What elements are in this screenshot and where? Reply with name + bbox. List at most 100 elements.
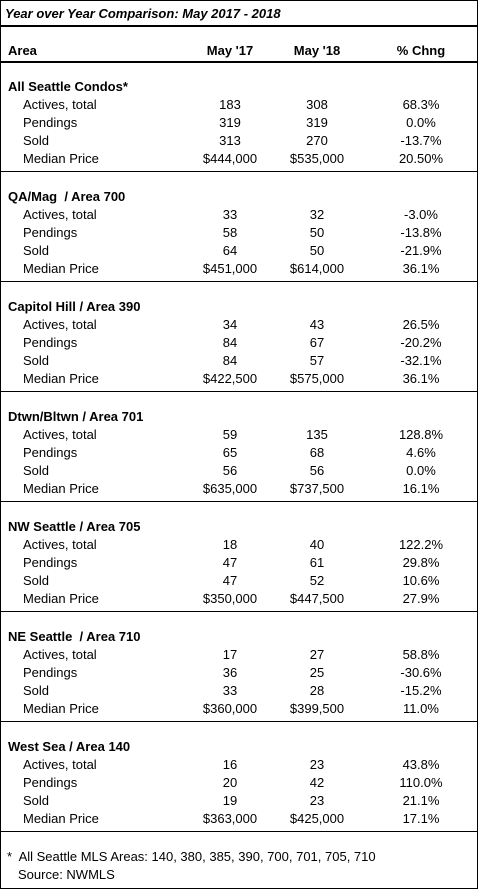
cell: $535,000 (289, 151, 345, 166)
row-label: Sold (23, 573, 50, 588)
cell: 128.8% (398, 427, 444, 442)
cell: 42 (309, 775, 325, 790)
cell: 61 (309, 555, 325, 570)
row-label: Sold (23, 683, 50, 698)
rule (1, 391, 477, 392)
section-name: All Seattle Condos* (8, 79, 128, 94)
row-label: Pendings (23, 115, 78, 130)
cell: $451,000 (202, 261, 258, 276)
rule (1, 721, 477, 722)
cell: 0.0% (406, 115, 436, 130)
cell: -13.8% (400, 225, 442, 240)
cell: $447,500 (289, 591, 345, 606)
footnote: * All Seattle MLS Areas: 140, 380, 385, … (7, 849, 376, 864)
cell: 16 (222, 757, 238, 772)
cell: -30.6% (400, 665, 442, 680)
cell: 20.50% (398, 151, 444, 166)
cell: 36.1% (402, 371, 440, 386)
cell: -15.2% (400, 683, 442, 698)
cell: $737,500 (289, 481, 345, 496)
cell: 27 (309, 647, 325, 662)
row-label: Actives, total (23, 757, 97, 772)
row-label: Pendings (23, 555, 78, 570)
cell: 0.0% (406, 463, 436, 478)
row-label: Median Price (23, 151, 99, 166)
cell: 43 (309, 317, 325, 332)
cell: 122.2% (398, 537, 444, 552)
cell: 43.8% (402, 757, 440, 772)
footnote: Source: NWMLS (18, 867, 115, 882)
cell: 67 (309, 335, 325, 350)
cell: $360,000 (202, 701, 258, 716)
cell: 319 (306, 115, 328, 130)
cell: 26.5% (402, 317, 440, 332)
cell: 29.8% (402, 555, 440, 570)
row-label: Pendings (23, 225, 78, 240)
cell: 18 (222, 537, 238, 552)
cell: 52 (309, 573, 325, 588)
cell: 56 (222, 463, 238, 478)
rule (1, 501, 477, 502)
cell: 17.1% (402, 811, 440, 826)
row-label: Median Price (23, 481, 99, 496)
cell: $614,000 (289, 261, 345, 276)
cell: 183 (219, 97, 241, 112)
column-header: May '17 (206, 43, 254, 58)
cell: 68.3% (402, 97, 440, 112)
cell: -3.0% (404, 207, 438, 222)
column-header: % Chng (396, 43, 446, 58)
cell: 23 (309, 793, 325, 808)
row-label: Sold (23, 133, 50, 148)
cell: 50 (309, 243, 325, 258)
cell: 11.0% (403, 701, 439, 716)
cell: 68 (309, 445, 325, 460)
section-name: QA/Mag / Area 700 (8, 189, 126, 204)
cell: 10.6% (402, 573, 440, 588)
cell: -21.9% (400, 243, 442, 258)
cell: $350,000 (202, 591, 258, 606)
section-name: West Sea / Area 140 (8, 739, 131, 754)
rule (1, 611, 477, 612)
section-name: Capitol Hill / Area 390 (8, 299, 141, 314)
row-label: Pendings (23, 665, 78, 680)
row-label: Actives, total (23, 97, 97, 112)
row-label: Pendings (23, 775, 78, 790)
row-label: Actives, total (23, 647, 97, 662)
row-label: Pendings (23, 445, 78, 460)
row-label: Actives, total (23, 427, 97, 442)
cell: 57 (309, 353, 325, 368)
cell: 36 (222, 665, 238, 680)
cell: 58 (222, 225, 238, 240)
cell: 36.1% (402, 261, 440, 276)
cell: -13.7% (400, 133, 442, 148)
cell: 19 (222, 793, 238, 808)
section-name: Dtwn/Bltwn / Area 701 (8, 409, 144, 424)
row-label: Sold (23, 463, 50, 478)
cell: 64 (222, 243, 238, 258)
section-name: NE Seattle / Area 710 (8, 629, 141, 644)
cell: 33 (222, 683, 238, 698)
cell: 135 (306, 427, 328, 442)
cell: 4.6% (406, 445, 436, 460)
rule (1, 25, 477, 27)
row-label: Median Price (23, 591, 99, 606)
cell: $444,000 (202, 151, 258, 166)
row-label: Actives, total (23, 317, 97, 332)
cell: 28 (309, 683, 325, 698)
cell: $575,000 (289, 371, 345, 386)
cell: 270 (306, 133, 328, 148)
rule (1, 61, 477, 63)
cell: 20 (222, 775, 238, 790)
cell: 25 (309, 665, 325, 680)
cell: 33 (222, 207, 238, 222)
column-header: Area (8, 43, 37, 58)
row-label: Pendings (23, 335, 78, 350)
cell: 34 (222, 317, 238, 332)
cell: $422,500 (202, 371, 258, 386)
rule (1, 831, 477, 832)
cell: $635,000 (202, 481, 258, 496)
cell: 23 (309, 757, 325, 772)
cell: -32.1% (400, 353, 442, 368)
cell: 65 (222, 445, 238, 460)
